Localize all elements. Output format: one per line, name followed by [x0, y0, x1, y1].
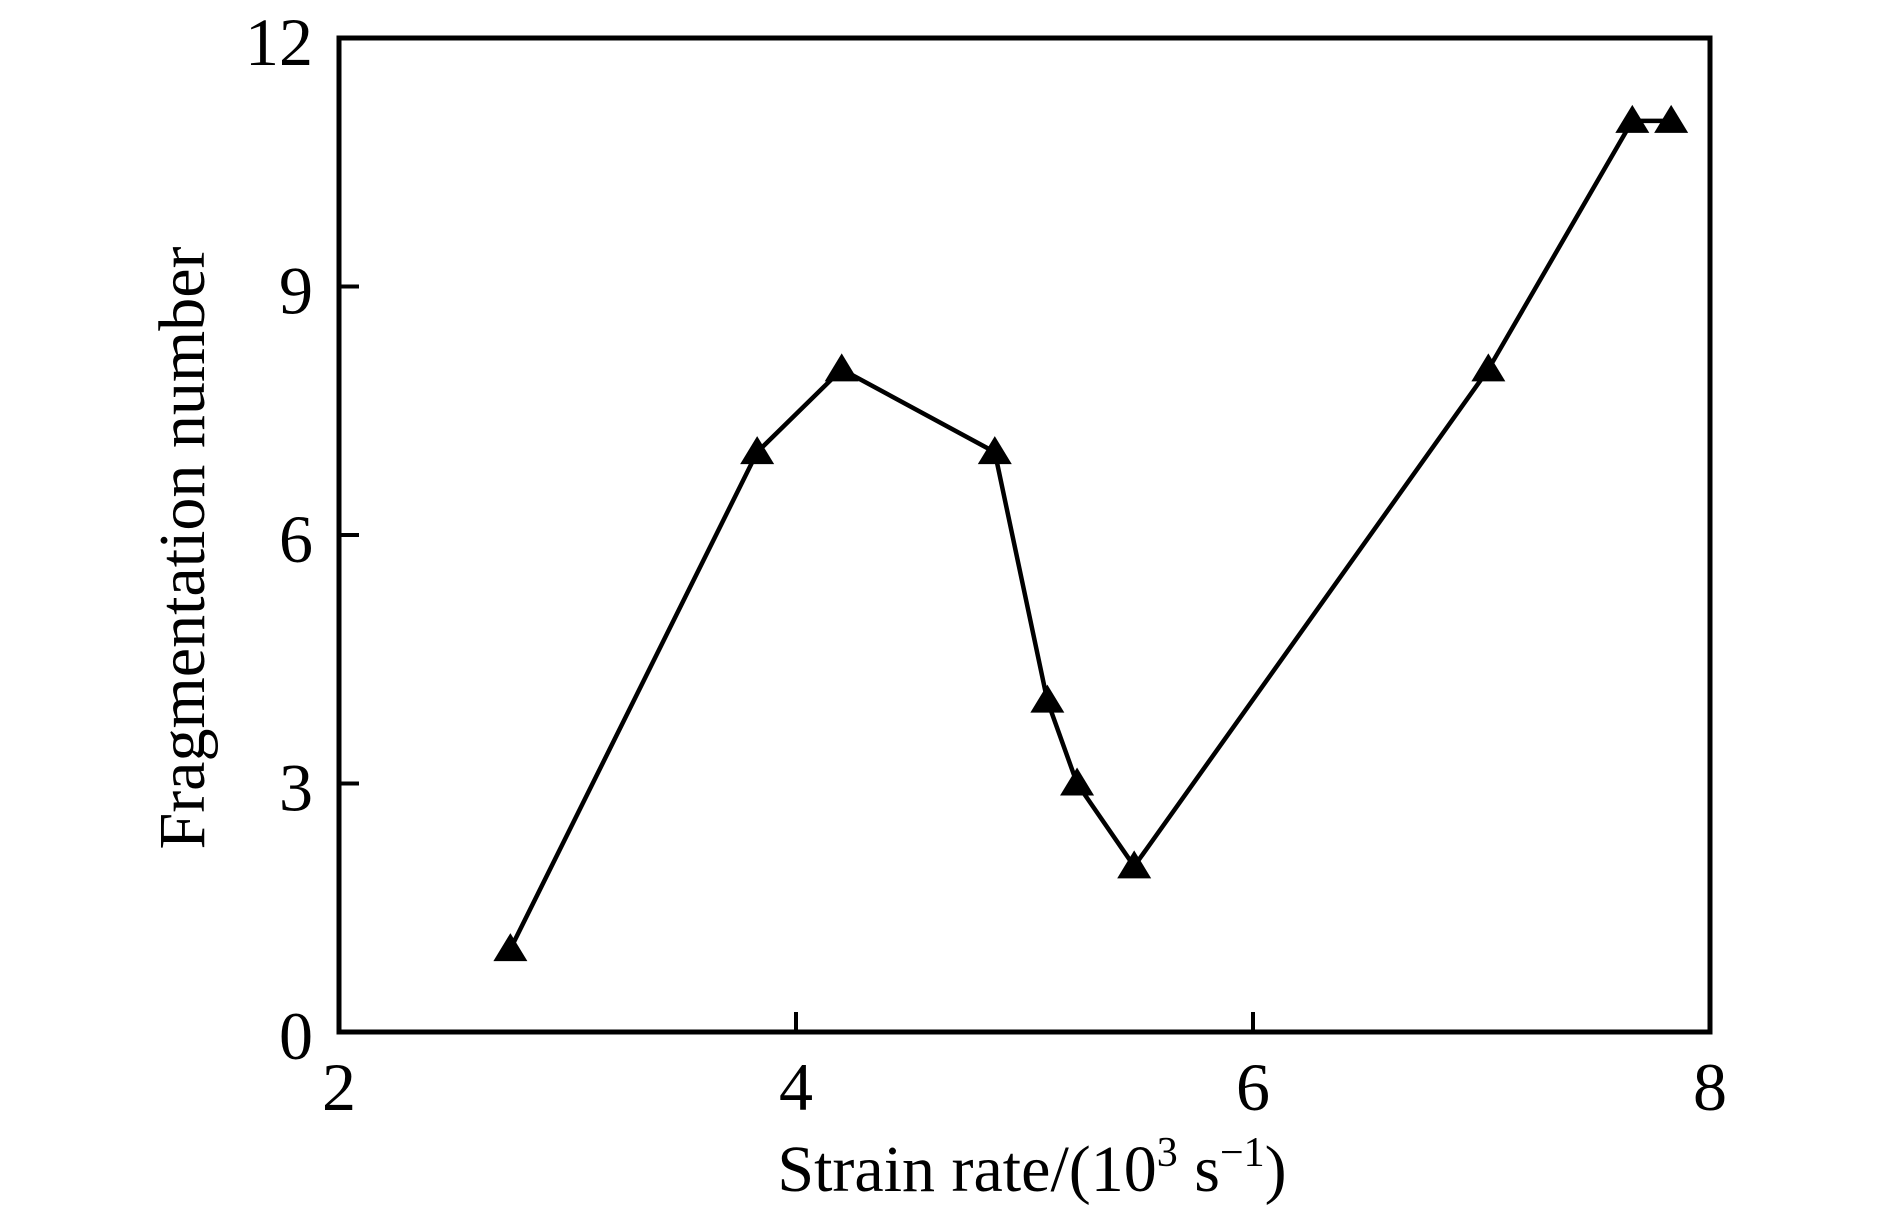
x-tick-label: 2: [322, 1049, 356, 1125]
x-tick-label: 6: [1236, 1049, 1270, 1125]
data-markers: [493, 104, 1689, 962]
x-axis-title-exponent: 3: [1156, 1129, 1178, 1176]
x-tick-label: 4: [779, 1049, 813, 1125]
y-axis-title: Fragmentation number: [146, 246, 219, 850]
y-axis-ticks: 0 3 6 9 12: [245, 4, 359, 1074]
data-point-marker: [1060, 767, 1095, 796]
data-point-marker: [977, 436, 1012, 465]
data-line: [508, 118, 1672, 951]
y-tick-label: 6: [279, 501, 313, 577]
data-point-marker: [1117, 850, 1152, 879]
data-point-marker: [1471, 353, 1506, 382]
data-point-marker: [1030, 684, 1065, 713]
y-tick-label: 12: [245, 4, 313, 80]
data-point-marker: [493, 933, 528, 962]
x-axis-title-unit-exponent: −1: [1219, 1129, 1265, 1176]
x-axis-title-suffix: ): [1264, 1133, 1287, 1206]
y-tick-label: 3: [279, 750, 313, 826]
x-axis-ticks: 2 4 6 8: [322, 1012, 1727, 1125]
data-point-marker: [1615, 104, 1650, 133]
data-point-marker: [824, 353, 859, 382]
data-point-marker: [740, 436, 775, 465]
x-axis-title: Strain rate/(103 s−1): [777, 1132, 1286, 1208]
y-tick-label: 0: [279, 998, 313, 1074]
x-axis-title-unit: s: [1177, 1133, 1220, 1206]
x-axis-title-prefix: Strain rate/(10: [777, 1133, 1157, 1206]
y-tick-label: 9: [279, 253, 313, 329]
data-point-marker: [1654, 104, 1689, 133]
x-tick-label: 8: [1693, 1049, 1727, 1125]
